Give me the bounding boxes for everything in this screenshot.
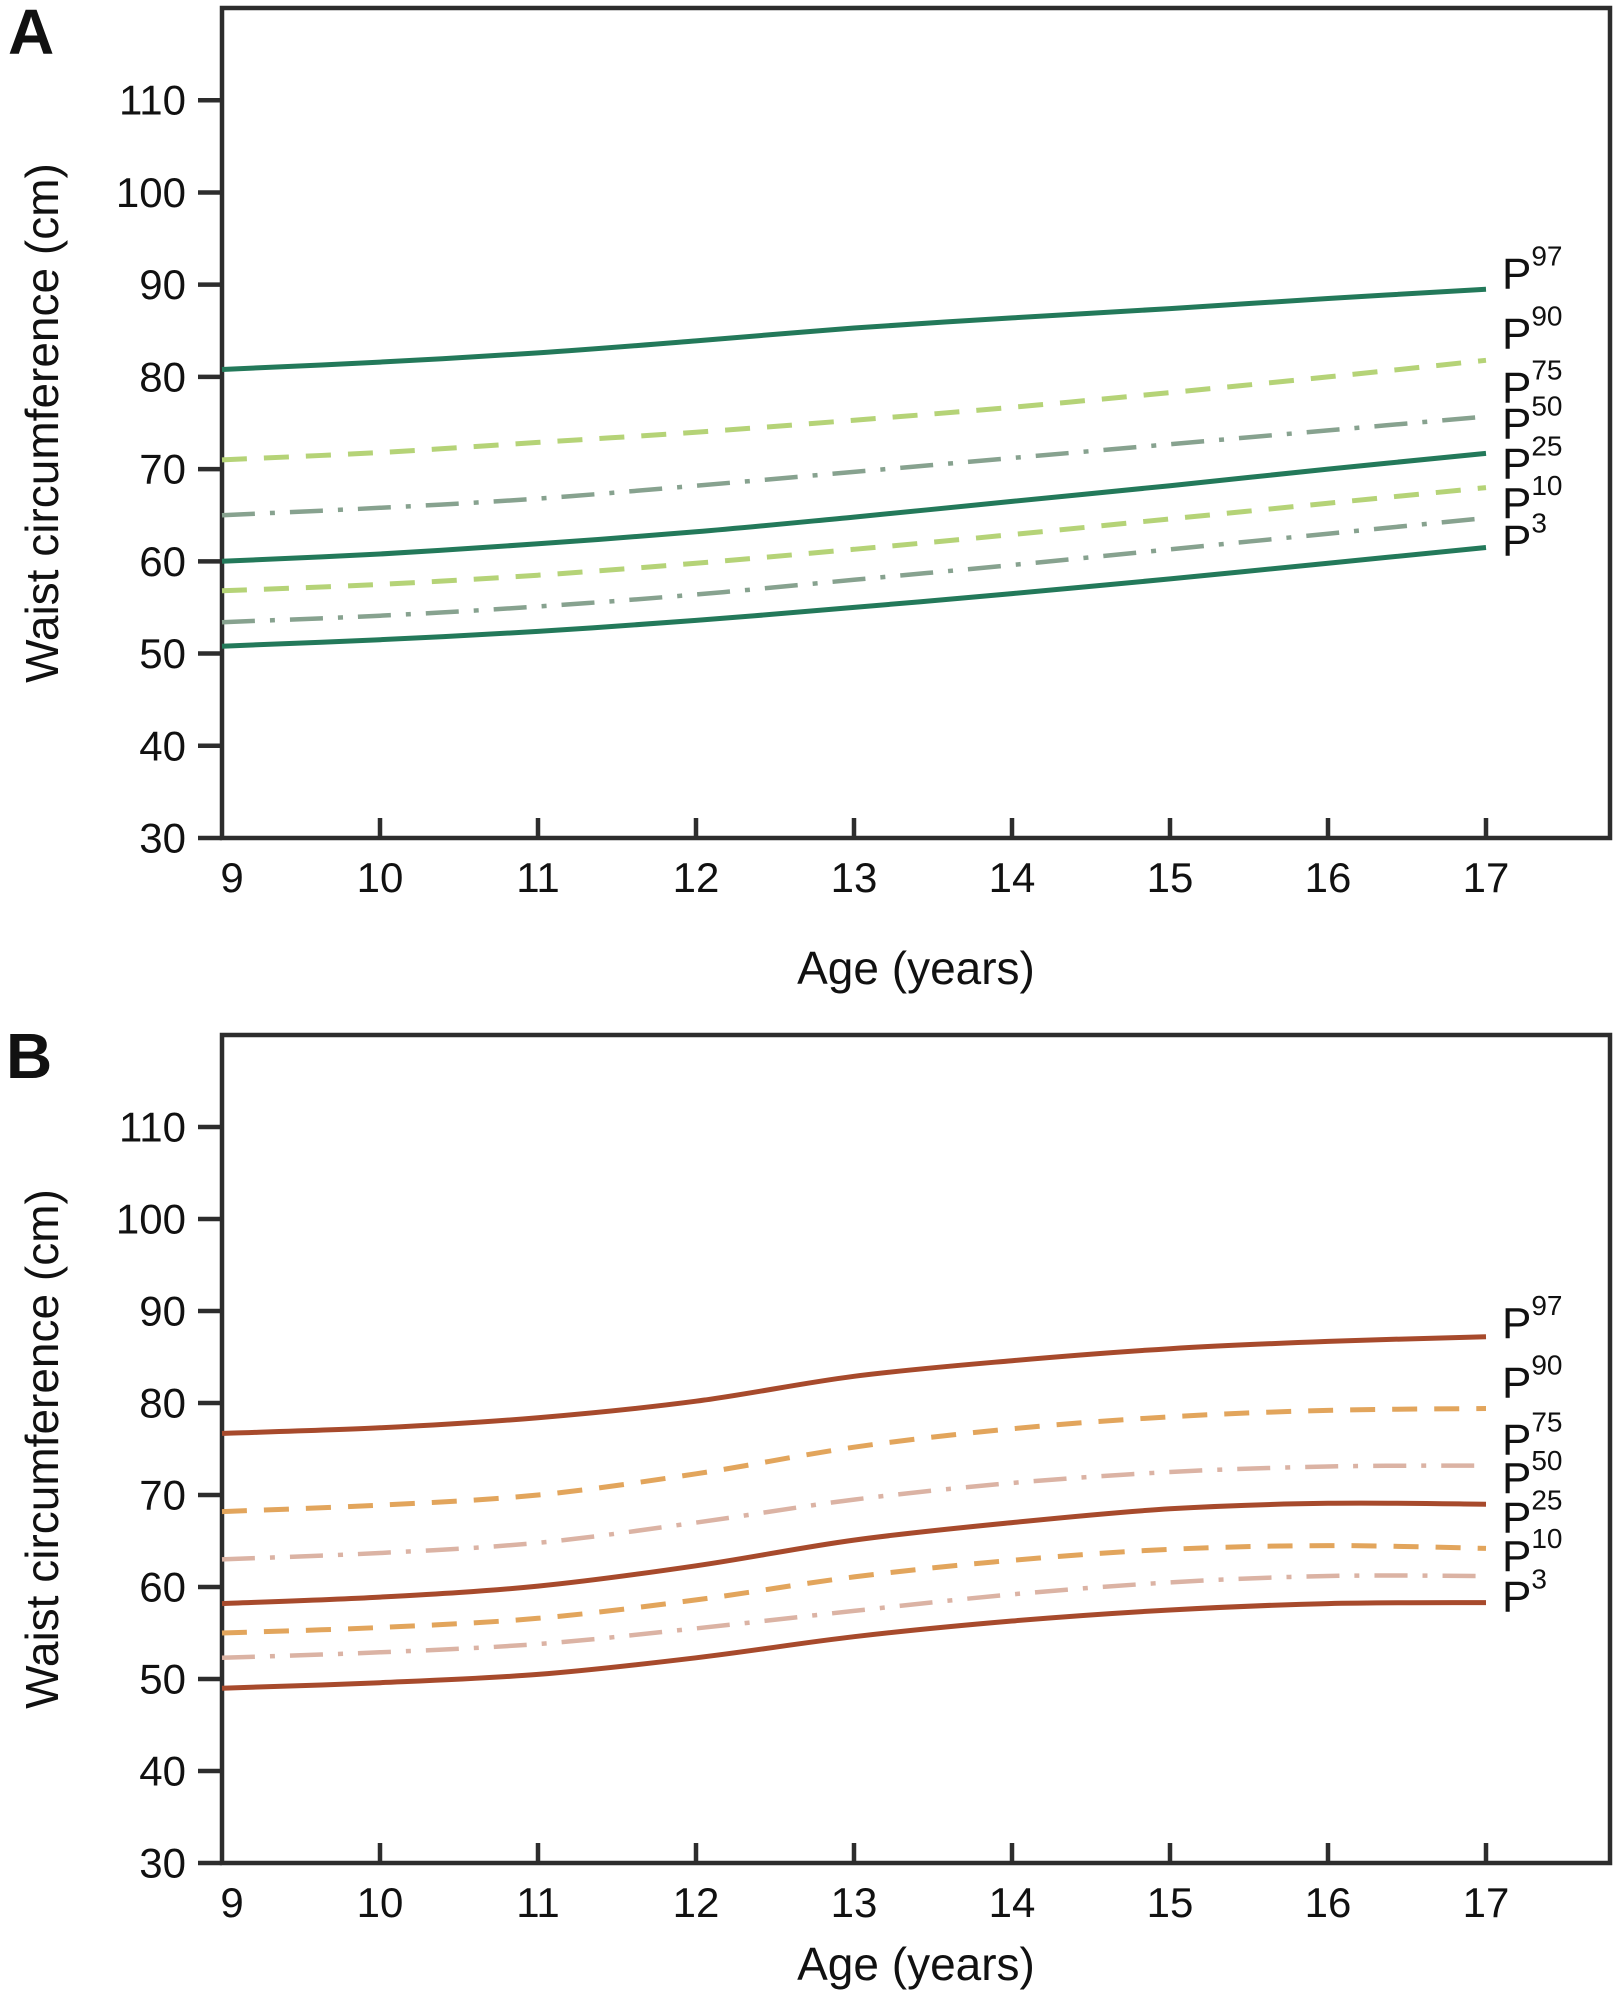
series-line-p50-a [221,450,1487,564]
series-label-p75-b: P75 [1502,1406,1563,1464]
panel-label-a: A [8,0,55,68]
y-tick-label-b: 30 [139,1840,186,1887]
y-tick-label-a: 60 [139,538,186,585]
series-label-p25-a: P25 [1502,430,1563,488]
series-line-p3-b [221,1600,1487,1691]
y-tick-label-b: 80 [139,1380,186,1427]
x-tick-label-a: 10 [357,854,404,901]
x-tick-label-a: 13 [831,854,878,901]
x-tick-label-b: 13 [831,1879,878,1926]
y-tick-label-b: 50 [139,1656,186,1703]
series-label-p50-a: P50 [1502,390,1563,448]
y-tick-label-a: 100 [116,169,186,216]
y-axis-title-a: Waist circumference (cm) [16,163,68,683]
series-label-p75-a: P75 [1502,354,1563,412]
x-tick-label-b: 17 [1463,1879,1510,1926]
y-tick-label-b: 60 [139,1564,186,1611]
series-line-p10-a [221,515,1487,625]
x-tick-label-b: 10 [357,1879,404,1926]
x-tick-label-b: 16 [1305,1879,1352,1926]
series-line-p3-a [221,545,1487,649]
y-tick-label-b: 100 [116,1196,186,1243]
x-tick-label-b: 9 [220,1879,243,1926]
x-tick-label-b: 14 [989,1879,1036,1926]
series-label-p90-a: P90 [1502,300,1563,358]
y-tick-label-a: 30 [139,815,186,862]
series-label-p10-a: P10 [1502,469,1563,527]
series-label-p50-b: P50 [1502,1445,1563,1503]
y-tick-label-a: 70 [139,446,186,493]
y-tick-label-b: 70 [139,1472,186,1519]
series-label-p3-b: P3 [1502,1563,1547,1621]
x-axis-title-b: Age (years) [797,1938,1035,1990]
plot-frame-b [219,1032,1613,1866]
series-line-p50-b [221,1500,1487,1607]
y-tick-label-a: 80 [139,353,186,400]
x-tick-label-a: 16 [1305,854,1352,901]
plot-frame-a [219,5,1613,841]
x-tick-label-a: 12 [673,854,720,901]
panel-label-b: B [6,1020,53,1092]
x-tick-label-a: 17 [1463,854,1510,901]
x-tick-label-b: 11 [516,1879,560,1926]
y-tick-label-b: 110 [119,1104,186,1151]
series-line-p75-a [221,414,1487,518]
y-tick-label-a: 50 [139,630,186,677]
x-tick-label-a: 15 [1147,854,1194,901]
series-line-p25-b [221,1543,1487,1636]
y-tick-label-a: 90 [139,261,186,308]
x-tick-label-b: 15 [1147,1879,1194,1926]
series-label-p90-b: P90 [1502,1349,1563,1407]
series-label-p10-b: P10 [1502,1522,1563,1580]
y-axis-title-b: Waist circumference (cm) [16,1189,68,1709]
series-line-p97-b [221,1334,1487,1436]
y-tick-label-a: 40 [139,722,186,769]
series-line-p90-a [221,357,1487,463]
series-label-p3-a: P3 [1502,507,1547,565]
x-tick-label-a: 11 [516,854,560,901]
series-line-p90-b [221,1406,1487,1515]
series-line-p75-b [221,1463,1487,1562]
y-tick-label-b: 40 [139,1748,186,1795]
y-tick-label-a: 110 [119,77,186,124]
series-label-p97-b: P97 [1502,1289,1563,1347]
series-line-p10-b [221,1573,1487,1661]
series-line-p25-a [221,485,1487,594]
x-tick-label-a: 9 [220,854,243,901]
x-axis-title-a: Age (years) [797,942,1035,994]
x-tick-label-a: 14 [989,854,1036,901]
x-tick-label-b: 12 [673,1879,720,1926]
series-line-p97-a [221,286,1487,372]
series-label-p25-b: P25 [1502,1484,1563,1542]
y-tick-label-b: 90 [139,1288,186,1335]
series-label-p97-a: P97 [1502,240,1563,298]
